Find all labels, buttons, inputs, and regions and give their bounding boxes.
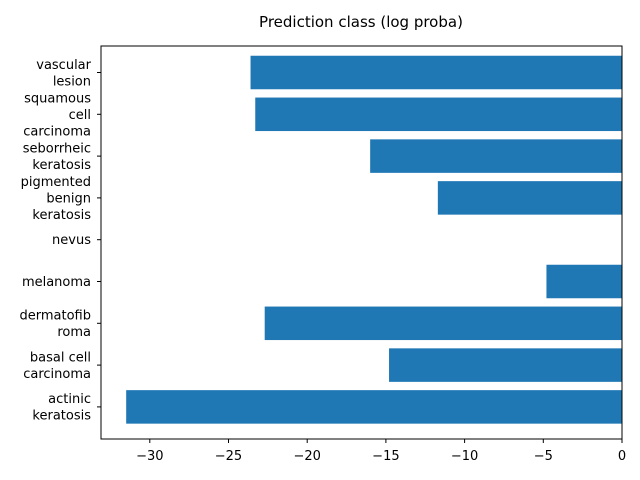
y-tick-label-line: seborrheic xyxy=(23,141,91,156)
y-tick-label-dermatofib-roma: dermatofib roma xyxy=(20,309,92,341)
y-tick-label-actinic-keratosis: actinic keratosis xyxy=(32,392,91,424)
bar-seborrheic-keratosis xyxy=(370,139,622,173)
x-axis-ticks: −30 −25 −20 −15 −10 −5 0 xyxy=(136,439,626,464)
x-tick-label: −30 xyxy=(136,449,163,464)
x-tick-label: −20 xyxy=(293,449,320,464)
bar-vascular-lesion xyxy=(250,55,622,90)
chart-title: Prediction class (log proba) xyxy=(259,13,463,31)
bar-dermatofib-roma xyxy=(264,306,622,341)
y-tick-label-line: squamous xyxy=(24,91,91,106)
y-tick-label-melanoma: melanoma xyxy=(22,275,91,290)
y-tick-label-line: nevus xyxy=(52,233,91,248)
y-tick-label-line: vascular xyxy=(36,58,91,73)
x-tick-label: 0 xyxy=(618,449,626,464)
y-tick-label-line: keratosis xyxy=(32,158,91,173)
y-tick-label-vascular-lesion: vascular lesion xyxy=(36,58,91,90)
x-tick-label: −25 xyxy=(215,449,242,464)
bar-basal-cell-carcinoma xyxy=(389,348,622,382)
y-tick-label-seborrheic-keratosis: seborrheic keratosis xyxy=(23,141,91,173)
y-axis-ticks: actinic keratosis basal cell carcinoma derma… xyxy=(20,58,101,424)
bar-pigmented-benign-keratosis xyxy=(437,181,622,215)
y-tick-label-line: lesion xyxy=(53,74,91,89)
x-tick-label: −5 xyxy=(534,449,553,464)
bar-squamous-cell-carcinoma xyxy=(255,97,622,132)
y-tick-label-line: roma xyxy=(57,325,91,340)
y-tick-label-line: melanoma xyxy=(22,275,91,290)
y-tick-label-line: carcinoma xyxy=(23,367,91,382)
bar-actinic-keratosis xyxy=(126,390,622,424)
y-tick-label-line: dermatofib xyxy=(20,309,92,324)
y-tick-label-line: basal cell xyxy=(30,350,91,365)
y-tick-label-line: cell xyxy=(69,108,91,123)
y-tick-label-squamous-cell-carcinoma: squamous cell carcinoma xyxy=(23,91,91,139)
plot-frame xyxy=(100,45,623,440)
x-tick-label: −10 xyxy=(451,449,478,464)
y-tick-label-line: carcinoma xyxy=(23,124,91,139)
bar-melanoma xyxy=(546,264,622,299)
y-tick-label-line: benign xyxy=(46,191,91,206)
y-tick-label-line: actinic xyxy=(48,392,91,407)
y-tick-label-pigmented-benign-keratosis: pigmented benign keratosis xyxy=(21,175,92,223)
y-tick-label-line: keratosis xyxy=(32,409,91,424)
x-tick-label: −15 xyxy=(372,449,399,464)
y-tick-label-nevus: nevus xyxy=(52,233,91,248)
y-tick-label-line: keratosis xyxy=(32,208,91,223)
y-tick-label-line: pigmented xyxy=(21,175,91,190)
bars-group xyxy=(126,55,622,424)
y-tick-label-basal-cell-carcinoma: basal cell carcinoma xyxy=(23,350,91,382)
